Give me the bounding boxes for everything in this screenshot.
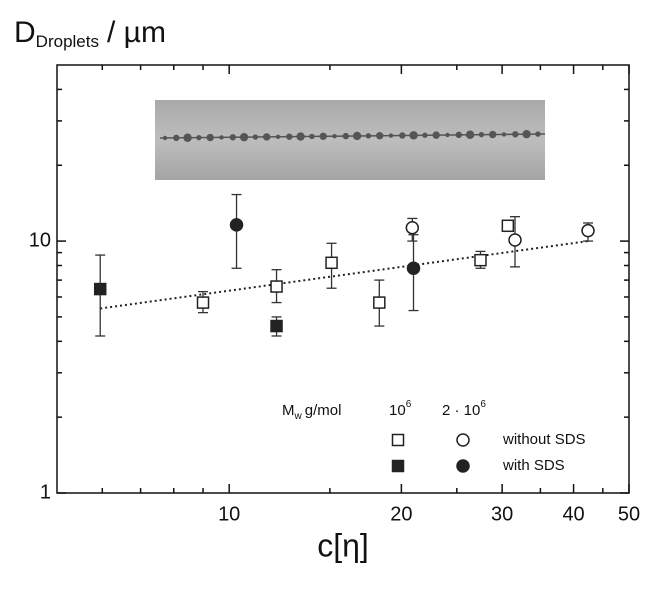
legend-column-sup: 6 (480, 399, 486, 410)
droplet (183, 133, 192, 142)
plot-frame (56, 64, 630, 494)
droplet (342, 132, 349, 140)
x-axis-title: c[η] (317, 527, 369, 563)
x-tick-label: 30 (491, 503, 513, 525)
droplet (352, 131, 362, 141)
legend-marker (391, 459, 405, 473)
legend-row: without SDS (502, 431, 586, 448)
y-title-rest: / µm (107, 16, 166, 49)
legend-title-rest: g/mol (305, 402, 342, 419)
legend-title: Mw g/mol (282, 402, 341, 422)
droplet (239, 132, 249, 142)
legend-column: 106 (389, 399, 412, 419)
legend-column-sup: 6 (406, 399, 412, 410)
legend-marker (456, 433, 470, 447)
marker (508, 233, 522, 247)
droplet (535, 131, 541, 137)
droplet (196, 134, 202, 141)
y-tick-label: 1 (40, 481, 51, 503)
droplet (422, 132, 428, 138)
droplet (162, 135, 168, 141)
droplet (219, 135, 224, 140)
droplet (252, 134, 259, 140)
inset-droplets (159, 129, 546, 142)
legend-marker (391, 433, 405, 447)
droplet (478, 131, 485, 138)
droplet (445, 132, 450, 138)
marker (501, 219, 515, 233)
droplet (296, 132, 305, 141)
y-title-base: D (14, 16, 36, 49)
droplet (501, 132, 507, 137)
marker (196, 296, 210, 309)
droplet (365, 133, 372, 139)
marker (581, 223, 595, 238)
x-tick-label: 40 (562, 503, 584, 525)
marker (405, 220, 420, 235)
y-tick-label: 10 (29, 229, 51, 251)
x-tick-label: 20 (390, 503, 412, 525)
marker (373, 296, 386, 309)
droplet (512, 131, 519, 138)
droplet (229, 134, 236, 141)
droplet (455, 131, 462, 139)
droplet (399, 132, 406, 139)
y-axis-title: DDroplets / µm (14, 16, 166, 52)
marker (229, 218, 244, 232)
legend-column-base: 2 · 10 (442, 402, 480, 419)
droplet (275, 134, 281, 139)
droplet (489, 130, 497, 139)
droplet (332, 134, 337, 139)
droplet (409, 131, 418, 140)
droplet (465, 130, 475, 139)
inset-photo (155, 100, 545, 180)
y-title-sub: Droplets (36, 32, 99, 51)
marker (93, 282, 107, 296)
fit-line (100, 240, 589, 310)
droplet (206, 133, 214, 142)
droplet (522, 129, 531, 139)
droplet (388, 133, 394, 138)
legend-marker (456, 459, 470, 473)
marker (270, 319, 283, 333)
legend-column: 2 · 106 (442, 399, 486, 419)
droplet (263, 133, 271, 141)
legend-title-base: M (282, 402, 295, 419)
droplet (309, 133, 315, 140)
legend-title-sub: w (294, 411, 303, 422)
marker (325, 256, 338, 270)
marker (406, 261, 421, 276)
droplet (286, 133, 293, 140)
droplet (432, 131, 440, 139)
legend-column-base: 10 (389, 402, 406, 419)
droplet (173, 134, 180, 142)
x-tick-label: 10 (218, 503, 240, 525)
marker (270, 280, 283, 293)
marker (474, 253, 487, 267)
droplet (376, 132, 384, 140)
legend-row: with SDS (502, 457, 565, 474)
droplet (319, 132, 327, 141)
x-tick-label: 50 (618, 503, 640, 525)
